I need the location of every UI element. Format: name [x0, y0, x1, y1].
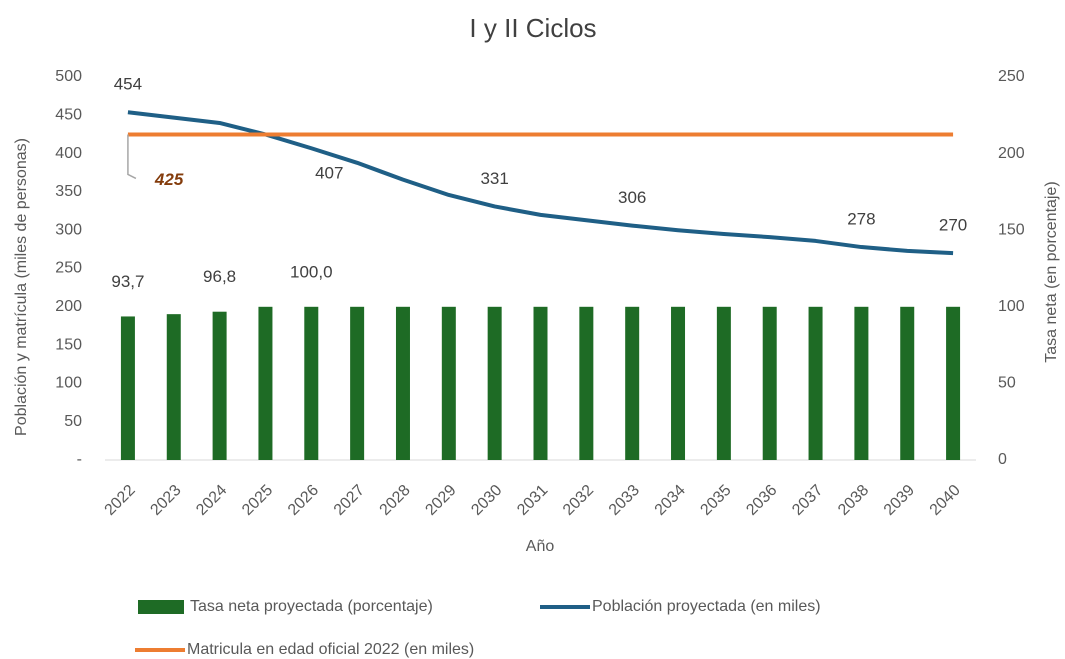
data-label: 270 — [939, 216, 967, 235]
x-tick-label: 2040 — [927, 482, 964, 519]
bar — [762, 306, 777, 460]
y-axis-title: Población y matrícula (miles de personas… — [13, 138, 30, 436]
bar — [350, 306, 365, 460]
bar — [625, 306, 640, 460]
data-label: 96,8 — [203, 267, 236, 286]
y-tick-label: 450 — [55, 107, 82, 124]
x-tick-label: 2022 — [102, 482, 139, 519]
bar — [395, 306, 410, 460]
chart-title: I y II Ciclos — [469, 13, 596, 43]
x-tick-label: 2029 — [422, 482, 459, 519]
y-tick-label: 250 — [55, 260, 82, 277]
bar — [808, 306, 823, 460]
data-label: 100,0 — [290, 262, 333, 281]
data-label: 425 — [154, 170, 184, 189]
data-label: 331 — [480, 169, 508, 188]
y2-tick-label: 100 — [998, 298, 1025, 315]
x-tick-label: 2036 — [743, 482, 780, 519]
y-tick-label: 50 — [64, 413, 82, 430]
x-tick-label: 2027 — [331, 482, 368, 519]
x-tick-label: 2030 — [468, 482, 505, 519]
bar — [304, 306, 319, 460]
data-label: 278 — [847, 210, 875, 229]
x-tick-label: 2035 — [697, 482, 734, 519]
y-tick-label: 100 — [55, 375, 82, 392]
x-tick-label: 2037 — [789, 482, 826, 519]
y2-tick-label: 200 — [998, 145, 1025, 162]
legend-swatch — [138, 600, 184, 614]
legend-label: Matricula en edad oficial 2022 (en miles… — [187, 641, 474, 658]
bar — [579, 306, 594, 460]
x-tick-label: 2039 — [881, 482, 918, 519]
legend-label: Población proyectada (en miles) — [592, 598, 821, 615]
x-tick-label: 2032 — [560, 482, 597, 519]
legend-label: Tasa neta proyectada (porcentaje) — [190, 598, 433, 615]
data-label: 306 — [618, 188, 646, 207]
bar — [120, 316, 135, 460]
y2-tick-label: 50 — [998, 375, 1016, 392]
bar — [671, 306, 686, 460]
x-tick-label: 2023 — [147, 482, 184, 519]
x-tick-label: 2034 — [652, 482, 689, 519]
x-tick-label: 2025 — [239, 482, 276, 519]
y2-tick-label: 250 — [998, 68, 1025, 85]
bar — [946, 306, 961, 460]
bar — [716, 306, 731, 460]
bar — [166, 314, 181, 460]
x-tick-label: 2026 — [285, 482, 322, 519]
y-tick-label: 300 — [55, 221, 82, 238]
y-tick-label: 350 — [55, 183, 82, 200]
y-tick-label: 500 — [55, 68, 82, 85]
bar — [212, 311, 227, 460]
y2-axis-title: Tasa neta (en porcentaje) — [1043, 181, 1060, 362]
data-label: 407 — [315, 164, 343, 183]
x-axis-title: Año — [526, 538, 555, 555]
y-tick-label: 200 — [55, 298, 82, 315]
x-tick-label: 2031 — [514, 482, 551, 519]
bar — [441, 306, 456, 460]
bar — [854, 306, 869, 460]
bar — [900, 306, 915, 460]
x-tick-label: 2024 — [193, 482, 230, 519]
x-tick-label: 2038 — [835, 482, 872, 519]
data-label: 454 — [114, 75, 142, 94]
bar — [487, 306, 502, 460]
bar — [258, 306, 273, 460]
x-tick-label: 2033 — [606, 482, 643, 519]
y-tick-label: 400 — [55, 145, 82, 162]
y-tick-label: 150 — [55, 336, 82, 353]
x-tick-label: 2028 — [377, 482, 414, 519]
data-label: 93,7 — [111, 272, 144, 291]
leader-line — [127, 134, 137, 180]
y2-tick-label: 150 — [998, 221, 1025, 238]
bar — [533, 306, 548, 460]
y2-tick-label: 0 — [998, 451, 1007, 468]
y-tick-label: - — [77, 451, 82, 468]
